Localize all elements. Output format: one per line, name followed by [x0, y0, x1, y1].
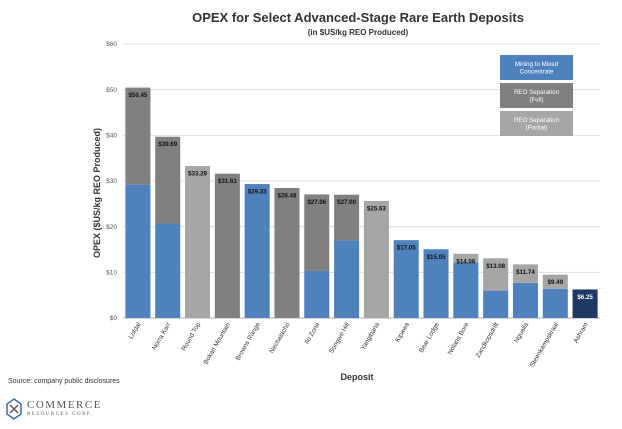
category-label: Steenkampskraal [529, 321, 560, 368]
category-label: Bear Lodge [418, 321, 441, 354]
category-label: Nolans Bore [447, 321, 471, 356]
bar-segment [542, 274, 568, 289]
bar-segment [304, 270, 330, 318]
bar-segment [334, 240, 360, 318]
data-label: $39.69 [158, 141, 177, 148]
data-label: $33.29 [188, 170, 207, 177]
y-axis-ticks: $0 $10 $20 $30 $40 $50 $60 [106, 41, 117, 322]
data-label: $6.25 [577, 294, 593, 301]
bar-segment [542, 288, 568, 318]
x-axis-label: Deposit [340, 372, 373, 382]
bar-segment [512, 264, 538, 283]
logo-name: COMMERCE [27, 399, 102, 411]
category-label: Bokan Mountain [203, 321, 233, 366]
bar-segment [214, 173, 240, 318]
data-label: $15.05 [427, 254, 446, 261]
bar-segment [483, 258, 509, 291]
y-tick-label: $30 [106, 178, 117, 185]
data-label: $29.33 [248, 189, 267, 196]
legend-label: REO Separation (Partial) [514, 117, 560, 131]
category-label: Ngualla [513, 321, 530, 344]
bar-segment [572, 289, 598, 318]
data-label: $17.05 [397, 245, 416, 252]
category-label: Norra Karr [151, 321, 173, 351]
data-label: $27.00 [337, 199, 356, 206]
bar-segment [185, 165, 211, 318]
bar-segment [512, 282, 538, 318]
category-label: Browns Range [235, 321, 263, 362]
category-label: Songwe Hill [328, 321, 352, 355]
bar-segment [453, 262, 479, 318]
bar-segment [334, 194, 360, 241]
bar-segment [125, 184, 151, 318]
y-tick-label: $40 [106, 133, 117, 140]
y-tick-label: $0 [110, 315, 118, 322]
legend-label: REO Separation (Full) [514, 89, 560, 103]
chart-title: OPEX for Select Advanced-Stage Rare Eart… [192, 10, 524, 25]
data-label: $14.06 [456, 258, 475, 265]
data-label: $13.08 [486, 263, 505, 270]
logo-subtitle: RESOURCES CORP. [27, 412, 94, 417]
bar-segment [453, 253, 479, 263]
category-labels: Lofdal Norra Karr Round Top Bokan Mountain B… [128, 321, 590, 369]
category-label: Nechalacho [268, 321, 291, 355]
category-label: Yangibana [360, 321, 382, 351]
bar-segment [155, 223, 181, 318]
category-label: Zandkopsdrift [475, 321, 501, 359]
legend-swatch [500, 111, 573, 136]
data-label: $50.45 [128, 92, 147, 99]
category-label: Lofdal [128, 321, 143, 340]
data-label: $31.61 [218, 178, 237, 185]
data-label: $9.49 [548, 279, 564, 286]
y-axis-label: OPEX ($US/kg REO Produced) [92, 128, 102, 258]
data-labels: $50.45 $39.69 $33.29 $31.61 $29.33 $28.48 $27.… [128, 92, 593, 301]
legend-swatch [500, 83, 573, 108]
bar-segment [423, 249, 449, 318]
bar-segment [125, 87, 151, 185]
category-label: Round Top [181, 321, 203, 352]
category-label: Kipawa [394, 321, 411, 343]
chart-subtitle: (in $US/kg REO Produced) [308, 28, 409, 37]
data-label: $28.48 [278, 192, 297, 199]
bar-segment [304, 194, 330, 271]
legend-label: Mining to Mixed Concentrate [515, 61, 559, 75]
logo-mark-icon [6, 398, 22, 420]
legend: Mining to Mixed Concentrate REO Separation… [500, 55, 573, 136]
y-tick-label: $20 [106, 224, 117, 231]
category-label: Ilo Zone [304, 321, 322, 345]
category-label: Ashram [573, 322, 590, 345]
data-label: $25.63 [367, 205, 386, 212]
data-label: $11.74 [516, 269, 535, 276]
company-logo: COMMERCE RESOURCES CORP. [4, 397, 102, 421]
bar-segment [274, 187, 300, 318]
bar-segment [244, 184, 270, 318]
y-tick-label: $60 [106, 41, 117, 48]
bar-segment [393, 240, 419, 318]
y-tick-label: $10 [106, 270, 117, 277]
bar-segment [483, 290, 509, 318]
y-tick-label: $50 [106, 87, 117, 94]
data-label: $27.06 [307, 199, 326, 206]
bar-segment [155, 136, 181, 224]
bar-segment [363, 200, 389, 318]
source-note: Source: company public disclosures [8, 378, 120, 385]
bars [125, 87, 598, 318]
legend-swatch [500, 55, 573, 80]
